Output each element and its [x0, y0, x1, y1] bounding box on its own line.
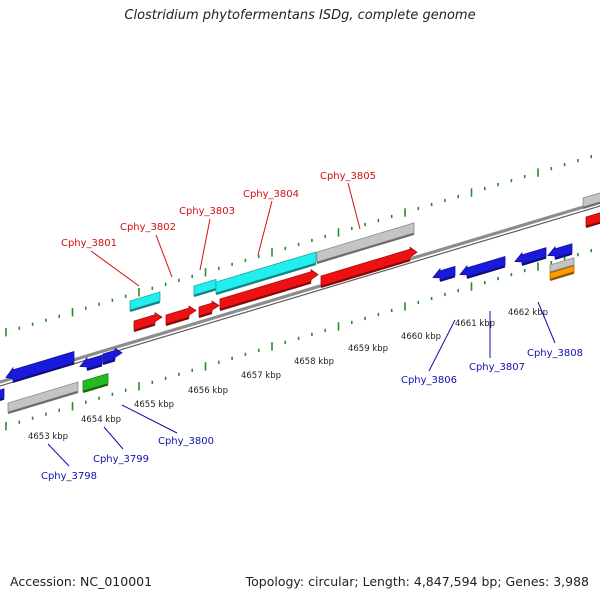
gene-label: Cphy_3800 — [158, 436, 214, 447]
gene-unlabeled-cyan-3 — [215, 251, 317, 295]
scale-label: 4653 kbp — [28, 432, 68, 442]
gene-unlabeled-blue-1 — [0, 388, 5, 402]
gene-arrow — [79, 354, 103, 370]
gene-unlabeled-gray-2 — [316, 222, 415, 264]
gene-unlabeled-gray-1 — [7, 381, 79, 414]
scale-label: 4662 kbp — [508, 308, 548, 318]
gene-label: Cphy_3806 — [401, 375, 457, 386]
scale-label: 4660 kbp — [401, 332, 441, 342]
gene-arrow — [585, 212, 600, 227]
gene-arrow — [219, 268, 319, 310]
gene-unlabeled-red-3 — [198, 300, 220, 318]
gene-shadow — [320, 259, 411, 288]
gene-unlabeled-gray-4 — [582, 192, 600, 209]
gene-unlabeled-blue-6 — [459, 255, 506, 279]
scale-label: 4658 kbp — [294, 357, 334, 367]
leader-line — [537, 301, 556, 344]
gene-arrow — [459, 255, 506, 278]
leader-line — [257, 200, 273, 256]
gene-unlabeled-cyan-1 — [129, 291, 161, 312]
gene-shadow — [86, 364, 103, 371]
gene-arrow — [165, 305, 197, 325]
gene-arrow — [320, 246, 418, 287]
gene-shadow — [554, 252, 573, 260]
gene-shadow — [585, 221, 600, 228]
gene-label: Cphy_3802 — [120, 222, 176, 233]
leader-line — [47, 443, 70, 467]
gene-shadow — [12, 362, 75, 383]
scale-label: 4654 kbp — [81, 415, 121, 425]
gene-unlabeled-red-5 — [320, 246, 418, 288]
scale-label: 4661 kbp — [455, 319, 495, 329]
gene-shadow — [582, 201, 600, 209]
leader-line — [103, 426, 124, 450]
gene-shadow — [133, 323, 156, 332]
forward-tick-row — [5, 155, 593, 337]
gene-unlabeled-blue-8 — [547, 243, 573, 260]
gene-shadow — [102, 359, 116, 365]
gene-unlabeled-red-2 — [165, 305, 197, 326]
leader-line — [121, 404, 178, 434]
gene-arrow — [0, 388, 5, 400]
leader-line — [199, 218, 211, 271]
gene-arrow — [432, 265, 456, 281]
gene-arrow — [102, 347, 123, 364]
gene-unlabeled-red-4 — [219, 268, 319, 311]
gene-unlabeled-red-1 — [133, 311, 163, 332]
gene-arrow — [5, 351, 75, 382]
gene-shadow — [198, 312, 213, 318]
scale-label: 4657 kbp — [241, 371, 281, 381]
gene-label: Cphy_3798 — [41, 471, 97, 482]
gene-unlabeled-blue-2 — [5, 351, 75, 383]
gene-shadow — [521, 256, 547, 266]
gene-shadow — [439, 275, 456, 282]
gene-shadow — [0, 397, 5, 402]
gene-arrow — [133, 311, 163, 331]
scale-label: 4656 kbp — [188, 386, 228, 396]
gene-shadow — [7, 391, 79, 414]
gene-unlabeled-orange-1 — [549, 265, 575, 281]
reverse-tick-row — [5, 249, 593, 431]
leader-line — [155, 234, 173, 278]
gene-unlabeled-red-6 — [585, 212, 600, 228]
gene-unlabeled-blue-7 — [514, 247, 547, 266]
gene-label: Cphy_3803 — [179, 206, 235, 217]
gene-label: Cphy_3801 — [61, 238, 117, 249]
gene-label: Cphy_3808 — [527, 348, 583, 359]
gene-arrow — [582, 192, 600, 208]
gene-label: Cphy_3799 — [93, 454, 149, 465]
gene-label: Cphy_3807 — [469, 362, 525, 373]
gene-shadow — [193, 288, 217, 297]
gene-shadow — [215, 263, 317, 295]
gene-arrow — [514, 247, 547, 265]
gene-shadow — [466, 265, 506, 279]
leader-line — [428, 319, 456, 372]
gene-unlabeled-cyan-2 — [193, 278, 217, 297]
accession-text: Accession: NC_010001 — [10, 574, 153, 589]
backbone-line-upper — [0, 200, 600, 384]
gene-unlabeled-blue-3 — [79, 354, 103, 371]
gene-label: Cphy_3805 — [320, 171, 376, 182]
gene-unlabeled-blue-5 — [432, 265, 456, 282]
gene-shadow — [316, 232, 415, 264]
gene-unlabeled-blue-4 — [102, 347, 123, 365]
gene-arrow — [7, 381, 79, 413]
map-title: Clostridium phytofermentans ISDg, comple… — [124, 8, 476, 23]
gene-unlabeled-green-1 — [82, 372, 109, 393]
gene-arrow — [198, 300, 220, 317]
topology-text: Topology: circular; Length: 4,847,594 bp… — [245, 574, 589, 589]
gene-shadow — [219, 281, 312, 311]
scale-label: 4655 kbp — [134, 400, 174, 410]
leader-line — [90, 250, 140, 287]
gene-shadow — [129, 301, 161, 312]
gene-label: Cphy_3804 — [243, 189, 299, 200]
gene-arrow — [547, 243, 573, 259]
gene-shadow — [549, 271, 575, 281]
leader-line — [347, 182, 361, 230]
gene-shadow — [82, 383, 109, 393]
gene-shadow — [165, 317, 190, 326]
scale-label: 4659 kbp — [348, 344, 388, 354]
